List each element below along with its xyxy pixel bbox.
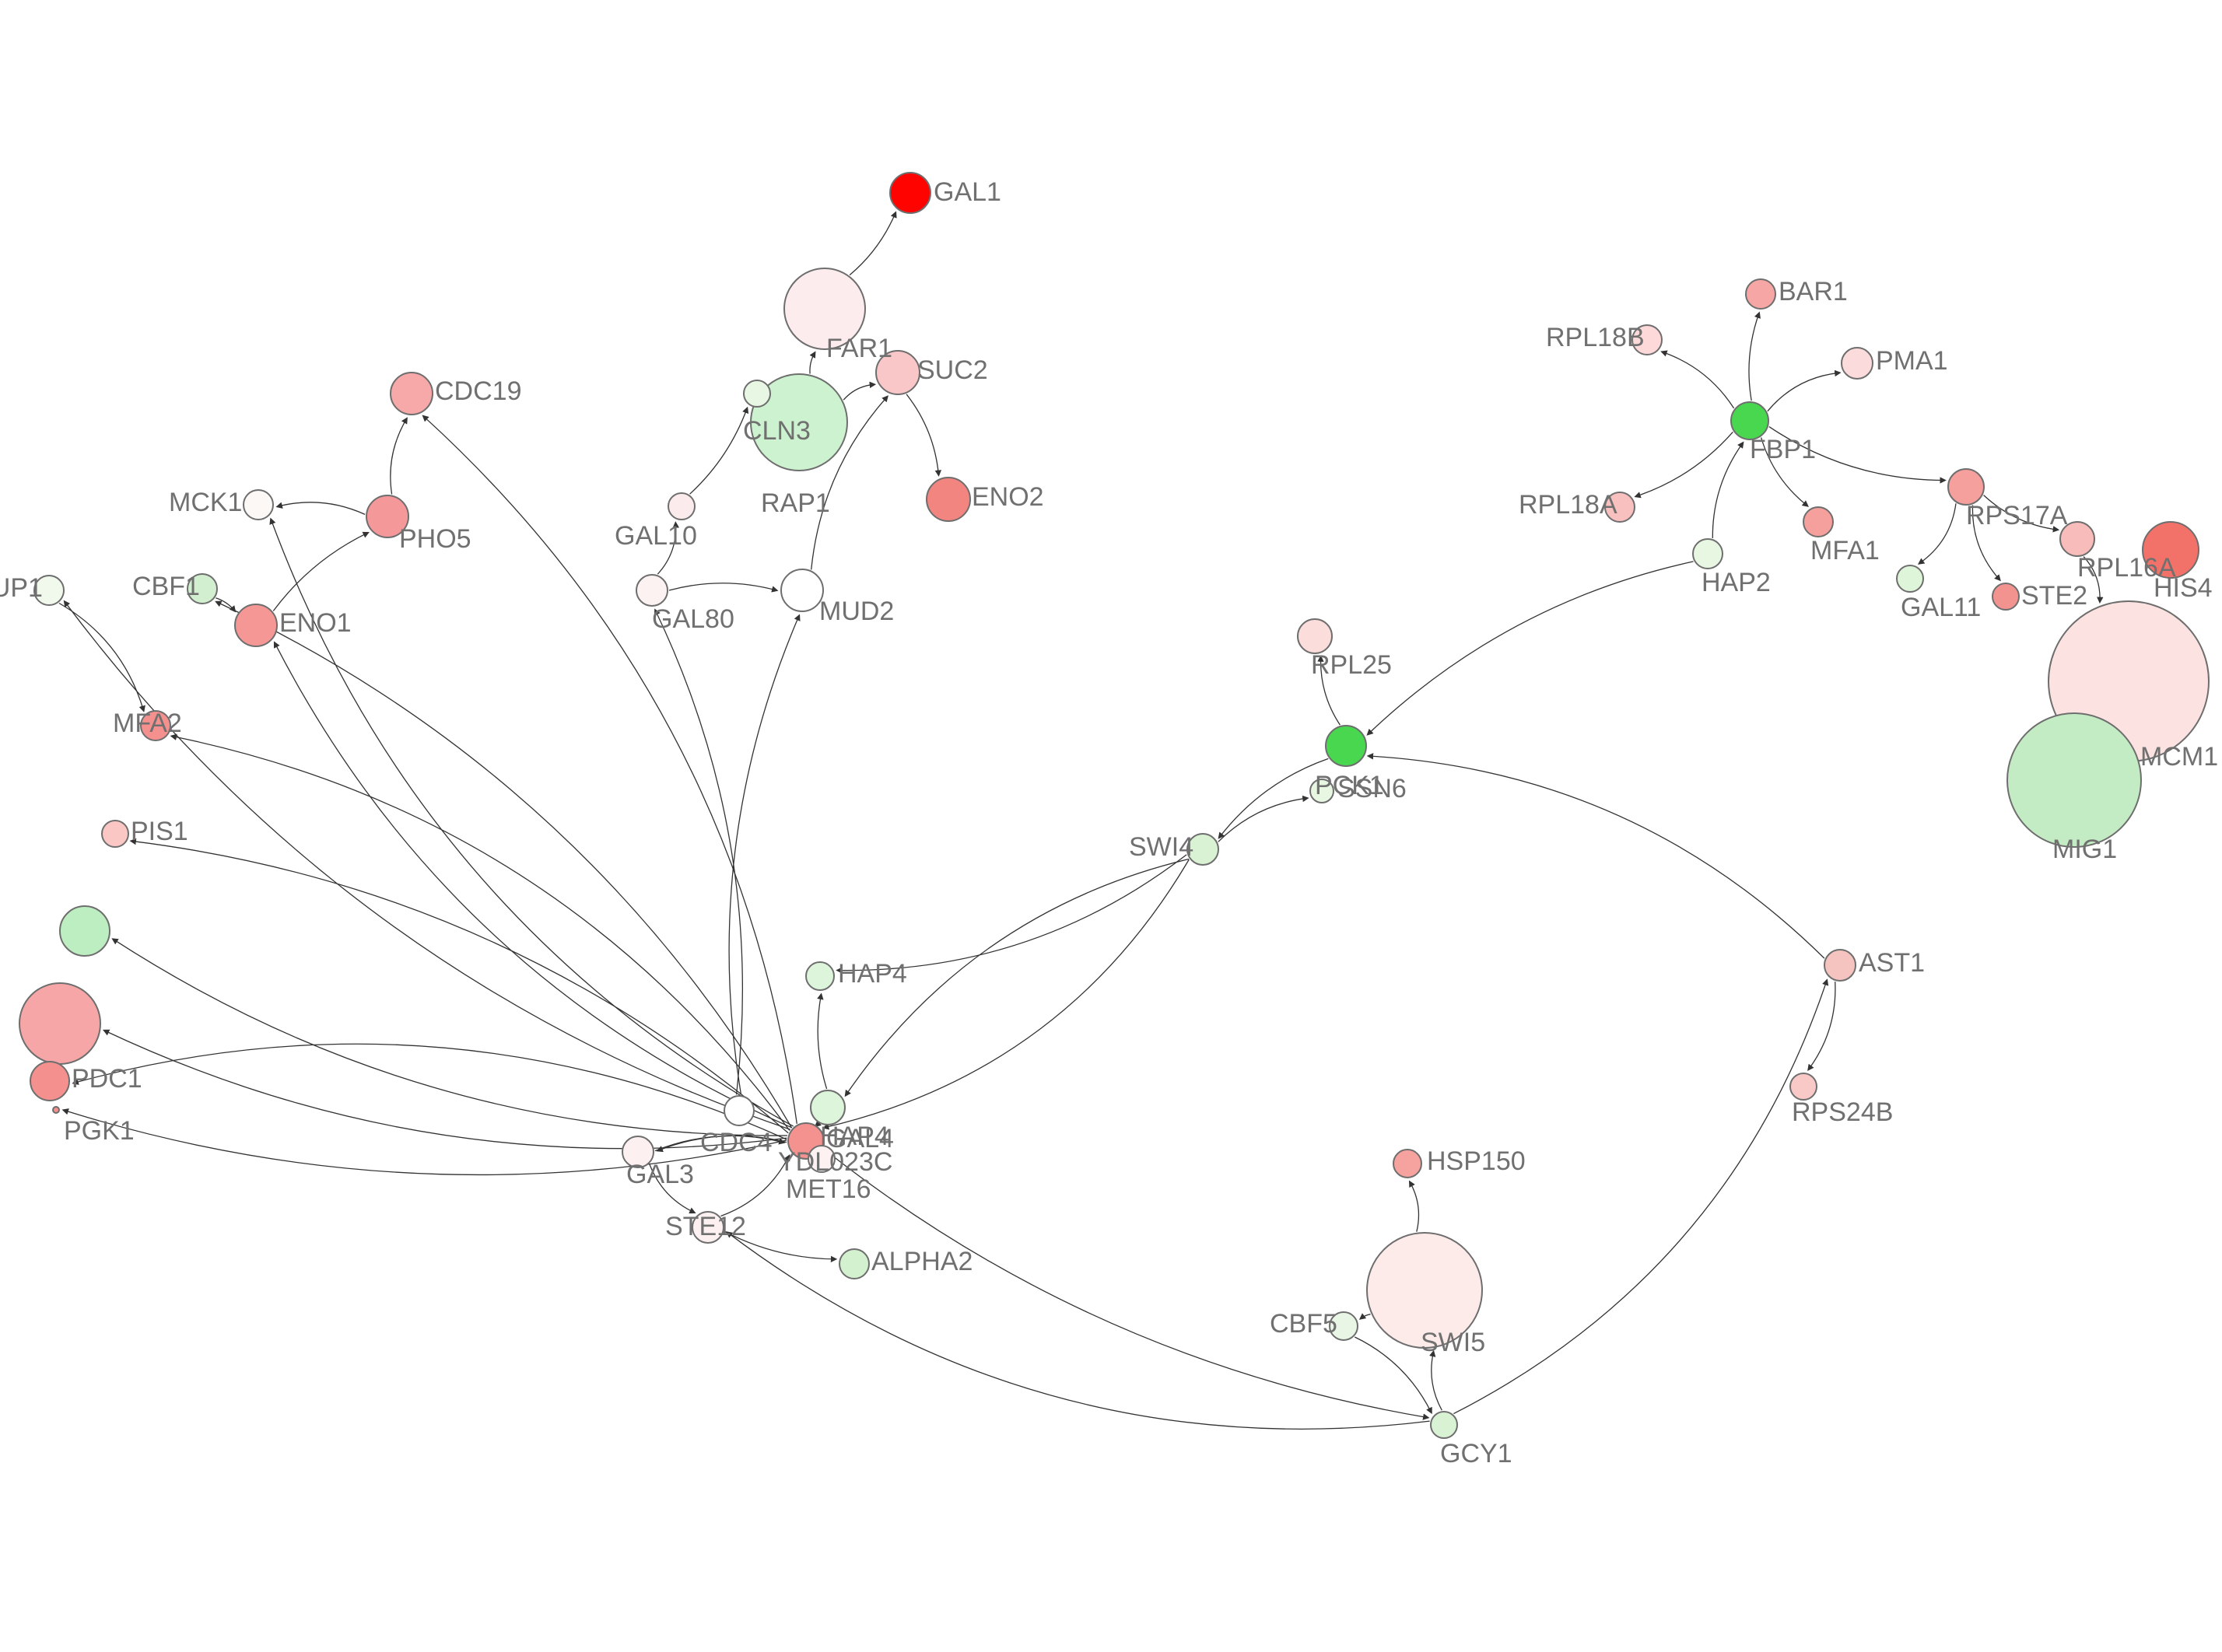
svg-text:SWI5: SWI5 (1421, 1328, 1485, 1357)
svg-text:GAL80: GAL80 (652, 604, 734, 634)
svg-text:CDC19: CDC19 (435, 376, 521, 406)
svg-text:STE12: STE12 (665, 1212, 746, 1241)
svg-text:ENO1: ENO1 (279, 608, 352, 638)
svg-text:SWI4: SWI4 (1129, 832, 1193, 862)
svg-text:RPL18B: RPL18B (1546, 323, 1645, 352)
svg-text:MFA2: MFA2 (113, 709, 182, 738)
svg-text:PMA1: PMA1 (1876, 346, 1948, 376)
svg-text:GCY1: GCY1 (1440, 1439, 1512, 1468)
svg-text:RPL25: RPL25 (1311, 650, 1392, 680)
svg-text:GAL10: GAL10 (615, 521, 697, 551)
svg-text:MUD2: MUD2 (819, 597, 894, 626)
svg-text:MET16: MET16 (786, 1174, 871, 1204)
svg-text:CLN3: CLN3 (743, 416, 811, 446)
svg-text:FAR1: FAR1 (826, 334, 892, 363)
svg-text:STE2: STE2 (2021, 581, 2087, 611)
svg-text:MCM1: MCM1 (2140, 742, 2218, 772)
svg-text:PIS1: PIS1 (131, 817, 188, 846)
svg-text:MFA1: MFA1 (1810, 536, 1880, 565)
svg-text:CBF1: CBF1 (132, 572, 200, 601)
svg-text:PGK1: PGK1 (64, 1116, 135, 1146)
svg-text:TUP1: TUP1 (0, 573, 43, 603)
svg-text:PDC1: PDC1 (72, 1064, 142, 1094)
svg-text:SSN6: SSN6 (1337, 774, 1407, 803)
svg-text:HAP4: HAP4 (838, 959, 907, 989)
svg-text:FBP1: FBP1 (1750, 435, 1816, 464)
svg-text:AST1: AST1 (1859, 948, 1925, 978)
svg-text:GAL11: GAL11 (1901, 593, 1981, 622)
svg-text:PHO5: PHO5 (399, 524, 471, 554)
svg-text:SUC2: SUC2 (917, 355, 988, 385)
svg-text:GAL1: GAL1 (934, 177, 1001, 207)
svg-text:HSP150: HSP150 (1427, 1146, 1526, 1176)
svg-text:ALPHA2: ALPHA2 (871, 1247, 973, 1276)
svg-text:CDC4: CDC4 (700, 1128, 773, 1157)
svg-text:GAL3: GAL3 (626, 1160, 694, 1189)
svg-text:CBF5: CBF5 (1270, 1309, 1337, 1339)
svg-text:RPS17A: RPS17A (1966, 501, 2068, 530)
svg-text:HAP2: HAP2 (1702, 568, 1771, 597)
svg-text:HIS4: HIS4 (2154, 573, 2213, 603)
svg-text:YDL023C: YDL023C (778, 1147, 892, 1177)
svg-text:MCK1: MCK1 (169, 488, 242, 517)
svg-text:MIG1: MIG1 (2052, 835, 2117, 864)
svg-text:RPL18A: RPL18A (1519, 490, 1617, 520)
svg-text:ENO2: ENO2 (972, 482, 1044, 512)
svg-text:RPS24B: RPS24B (1792, 1097, 1893, 1127)
svg-text:BAR1: BAR1 (1779, 277, 1848, 306)
svg-text:RAP1: RAP1 (761, 488, 830, 518)
